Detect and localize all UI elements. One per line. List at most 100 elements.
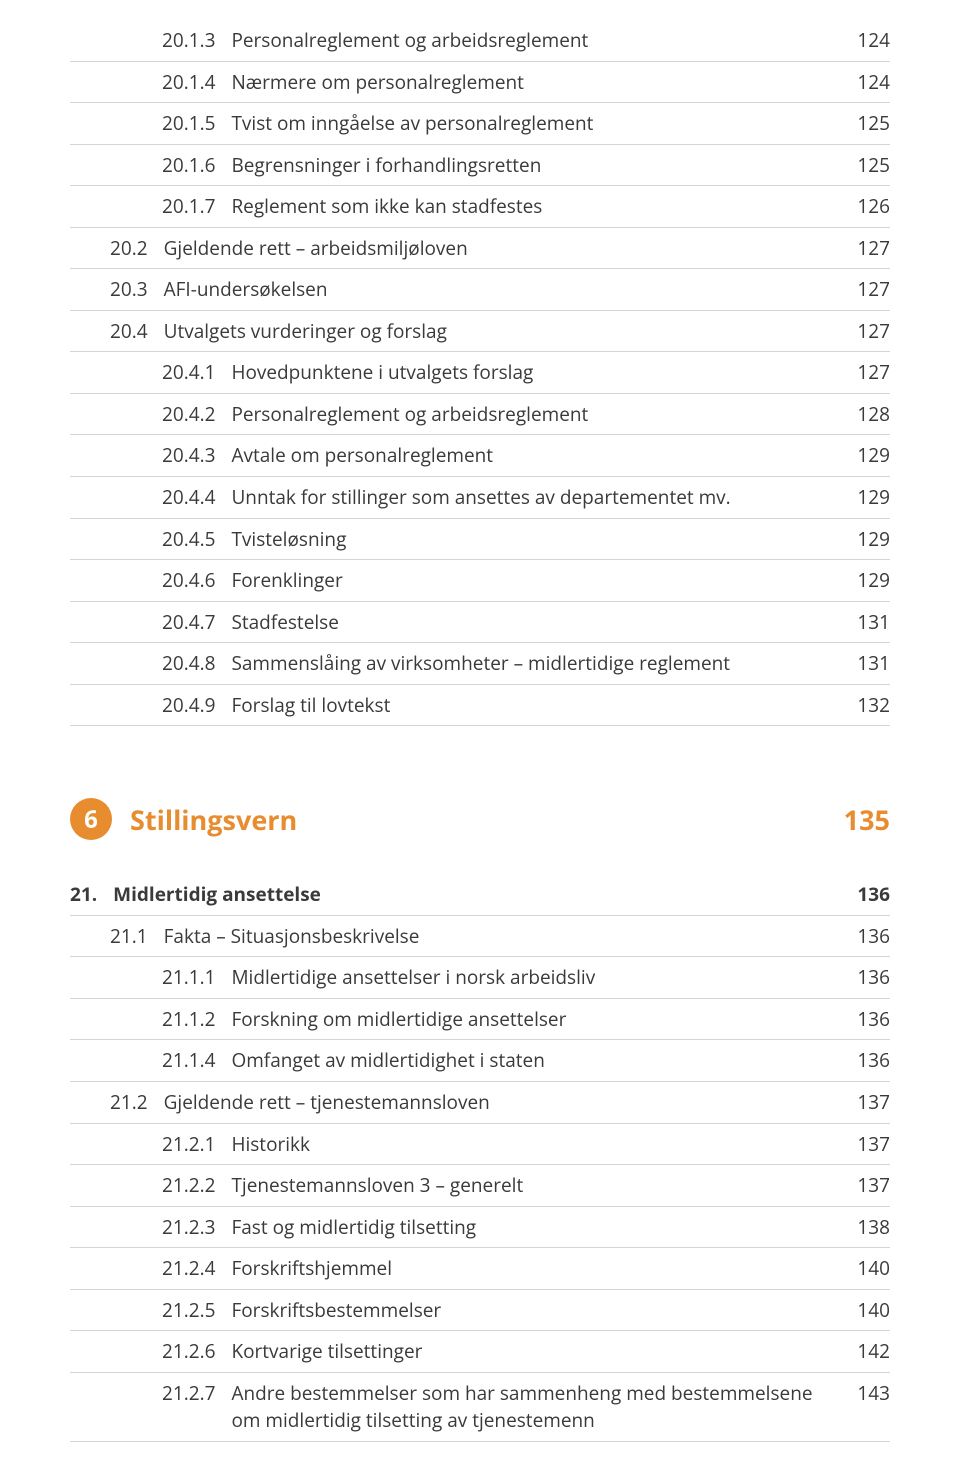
- toc-title: Avtale om personalreglement: [231, 442, 842, 470]
- toc-row[interactable]: 21.2.4Forskriftshjemmel140: [70, 1248, 890, 1290]
- toc-title: Forskriftshjemmel: [231, 1255, 842, 1283]
- toc-row[interactable]: 20.1.6Begrensninger i forhandlingsretten…: [70, 145, 890, 187]
- toc-row[interactable]: 20.1.4Nærmere om personalreglement124: [70, 62, 890, 104]
- toc-page-number: 136: [842, 963, 890, 992]
- toc-number: 21.1: [110, 922, 164, 951]
- toc-title: Fast og midlertidig tilsetting: [231, 1214, 842, 1242]
- toc-title: Reglement som ikke kan stadfestes: [231, 193, 842, 221]
- toc-row[interactable]: 21.1.1Midlertidige ansettelser i norsk a…: [70, 957, 890, 999]
- toc-row[interactable]: 20.1.7Reglement som ikke kan stadfestes1…: [70, 186, 890, 228]
- toc-row[interactable]: 20.4.1Hovedpunktene i utvalgets forslag1…: [70, 352, 890, 394]
- toc-title: Tjenestemannsloven 3 – generelt: [231, 1172, 842, 1200]
- toc-title: Tvist om inngåelse av personalreglement: [231, 110, 842, 138]
- toc-number: 20.1.3: [162, 26, 231, 55]
- toc-page-number: 127: [842, 275, 890, 304]
- toc-page-number: 125: [842, 109, 890, 138]
- toc-row[interactable]: 21.2.7Andre bestemmelser som har sammenh…: [70, 1373, 890, 1442]
- toc-title: Fakta – Situasjonsbeskrivelse: [164, 923, 842, 951]
- toc-number: 20.2: [110, 234, 164, 263]
- toc-number: 21.2.5: [162, 1296, 231, 1325]
- toc-row[interactable]: 20.2Gjeldende rett – arbeidsmiljøloven12…: [70, 228, 890, 270]
- toc-page-number: 136: [842, 880, 890, 909]
- toc-title: Andre bestemmelser som har sammenheng me…: [231, 1380, 842, 1435]
- toc-row[interactable]: 21.2Gjeldende rett – tjenestemannsloven1…: [70, 1082, 890, 1124]
- toc-number: 20.4.4: [162, 483, 231, 512]
- toc-row[interactable]: 21.2.3Fast og midlertidig tilsetting138: [70, 1207, 890, 1249]
- toc-row[interactable]: 21.Midlertidig ansettelse136: [70, 874, 890, 916]
- toc-row[interactable]: 21.2.5Forskriftsbestemmelser140: [70, 1290, 890, 1332]
- toc-page-number: 138: [842, 1213, 890, 1242]
- toc-row[interactable]: 20.4.8Sammenslåing av virksomheter – mid…: [70, 643, 890, 685]
- toc-block-top: 20.1.3Personalreglement og arbeidsreglem…: [70, 20, 890, 726]
- toc-number: 20.4.7: [162, 608, 231, 637]
- toc-number: 21.1.4: [162, 1046, 231, 1075]
- toc-page-number: 125: [842, 151, 890, 180]
- toc-row[interactable]: 21.1Fakta – Situasjonsbeskrivelse136: [70, 916, 890, 958]
- toc-row[interactable]: 20.4.4Unntak for stillinger som ansettes…: [70, 477, 890, 519]
- toc-row[interactable]: 20.4.6Forenklinger129: [70, 560, 890, 602]
- toc-row[interactable]: 20.3AFI-undersøkelsen127: [70, 269, 890, 311]
- toc-page-number: 132: [842, 691, 890, 720]
- toc-page-number: 137: [842, 1130, 890, 1159]
- toc-number: 21.2.1: [162, 1130, 231, 1159]
- toc-page: 20.1.3Personalreglement og arbeidsreglem…: [0, 0, 960, 1482]
- toc-page-number: 137: [842, 1088, 890, 1117]
- toc-title: Forskning om midlertidige ansettelser: [231, 1006, 842, 1034]
- toc-row[interactable]: 20.1.5Tvist om inngåelse av personalregl…: [70, 103, 890, 145]
- toc-title: Sammenslåing av virksomheter – midlertid…: [231, 650, 842, 678]
- toc-title: Historikk: [231, 1131, 842, 1159]
- toc-title: Gjeldende rett – arbeidsmiljøloven: [164, 235, 842, 263]
- toc-title: Unntak for stillinger som ansettes av de…: [231, 484, 842, 512]
- toc-title: Utvalgets vurderinger og forslag: [164, 318, 842, 346]
- toc-page-number: 129: [842, 441, 890, 470]
- toc-title: Midlertidig ansettelse: [113, 881, 842, 909]
- toc-number: 20.1.4: [162, 68, 231, 97]
- toc-title: Begrensninger i forhandlingsretten: [231, 152, 842, 180]
- toc-row[interactable]: 21.1.4Omfanget av midlertidighet i state…: [70, 1040, 890, 1082]
- toc-row[interactable]: 21.1.2Forskning om midlertidige ansettel…: [70, 999, 890, 1041]
- toc-number: 21.1.2: [162, 1005, 231, 1034]
- toc-number: 20.4.6: [162, 566, 231, 595]
- toc-row[interactable]: 20.4.7Stadfestelse131: [70, 602, 890, 644]
- toc-page-number: 131: [842, 608, 890, 637]
- toc-number: 20.3: [110, 275, 164, 304]
- toc-number: 21.2.3: [162, 1213, 231, 1242]
- toc-row[interactable]: 20.1.3Personalreglement og arbeidsreglem…: [70, 20, 890, 62]
- toc-row[interactable]: 20.4Utvalgets vurderinger og forslag127: [70, 311, 890, 353]
- toc-row[interactable]: 20.4.2Personalreglement og arbeidsreglem…: [70, 394, 890, 436]
- toc-title: Nærmere om personalreglement: [231, 69, 842, 97]
- toc-page-number: 128: [842, 400, 890, 429]
- toc-block-bottom: 21.Midlertidig ansettelse13621.1Fakta – …: [70, 874, 890, 1442]
- toc-title: Kortvarige tilsettinger: [231, 1338, 842, 1366]
- toc-number: 20.4.9: [162, 691, 231, 720]
- toc-page-number: 136: [842, 1005, 890, 1034]
- toc-page-number: 143: [842, 1379, 890, 1408]
- part-number-badge: 6: [70, 798, 112, 840]
- toc-row[interactable]: 21.2.1Historikk137: [70, 1124, 890, 1166]
- toc-page-number: 142: [842, 1337, 890, 1366]
- toc-row[interactable]: 21.2.6Kortvarige tilsettinger142: [70, 1331, 890, 1373]
- toc-number: 20.4.2: [162, 400, 231, 429]
- toc-page-number: 127: [842, 358, 890, 387]
- toc-title: AFI-undersøkelsen: [164, 276, 842, 304]
- toc-row[interactable]: 21.2.2Tjenestemannsloven 3 – generelt137: [70, 1165, 890, 1207]
- toc-row[interactable]: 20.4.9Forslag til lovtekst132: [70, 685, 890, 727]
- toc-page-number: 136: [842, 922, 890, 951]
- toc-page-number: 136: [842, 1046, 890, 1075]
- toc-title: Hovedpunktene i utvalgets forslag: [231, 359, 842, 387]
- toc-number: 21.1.1: [162, 963, 231, 992]
- toc-row[interactable]: 20.4.3Avtale om personalreglement129: [70, 435, 890, 477]
- toc-number: 20.4: [110, 317, 164, 346]
- toc-title: Omfanget av midlertidighet i staten: [231, 1047, 842, 1075]
- toc-title: Tvisteløsning: [231, 526, 842, 554]
- toc-number: 20.4.8: [162, 649, 231, 678]
- toc-number: 20.4.1: [162, 358, 231, 387]
- toc-page-number: 131: [842, 649, 890, 678]
- toc-page-number: 124: [842, 26, 890, 55]
- toc-page-number: 126: [842, 192, 890, 221]
- toc-page-number: 127: [842, 234, 890, 263]
- toc-row[interactable]: 20.4.5Tvisteløsning129: [70, 519, 890, 561]
- toc-number: 21.2.4: [162, 1254, 231, 1283]
- toc-number: 20.4.3: [162, 441, 231, 470]
- toc-title: Forslag til lovtekst: [231, 692, 842, 720]
